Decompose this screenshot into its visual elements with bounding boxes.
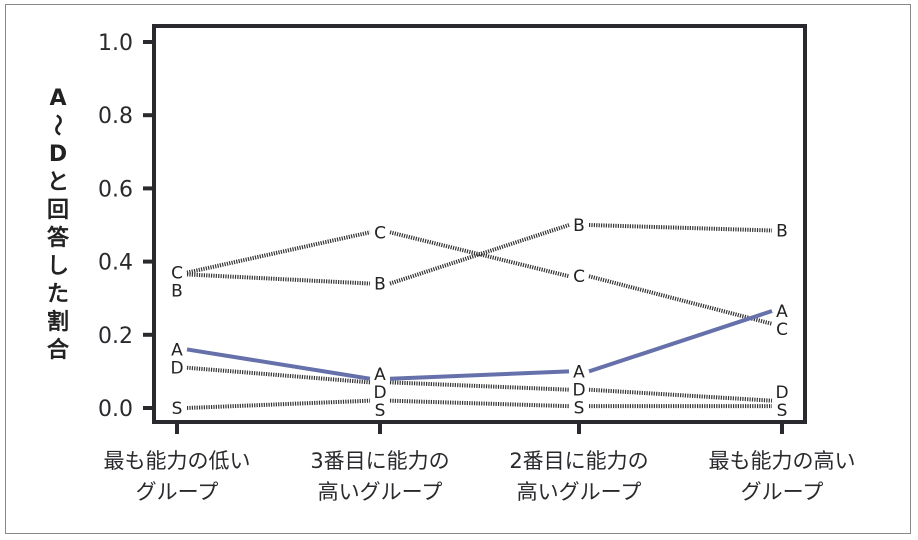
series-B-segment <box>389 223 570 286</box>
series-D-point-label: D <box>373 383 386 403</box>
x-tick-label: グループ <box>741 480 824 504</box>
series-B-point-label: B <box>573 216 585 236</box>
y-axis-label-char: 答 <box>47 225 70 251</box>
series-S-point-label: S <box>375 401 386 421</box>
series-C-point-label: C <box>374 223 386 243</box>
series-S-segment <box>389 398 570 409</box>
series-A-point-label: A <box>573 362 585 382</box>
y-tick-label: 0.4 <box>98 251 133 276</box>
series-C-point-label: C <box>776 320 788 340</box>
series-A-segment <box>186 347 371 381</box>
y-axis-label-char: 回 <box>47 198 69 223</box>
series-D-point-label: D <box>170 359 183 379</box>
y-axis-label-char: と <box>47 170 69 195</box>
figure-frame <box>5 4 911 534</box>
series-B-point-label: B <box>776 221 788 241</box>
series-C-segment <box>588 274 773 326</box>
y-tick-label: 1.0 <box>98 31 133 56</box>
series-D-point-label: D <box>572 381 585 401</box>
x-tick-label: 最も能力の低い <box>104 449 251 473</box>
series-A-point-label: A <box>374 365 386 385</box>
x-tick-label: 最も能力の高い <box>709 449 856 473</box>
series-D-point-label: D <box>775 383 788 403</box>
x-tick-label: 高いグループ <box>517 480 642 504</box>
y-axis-label-char: 割 <box>47 309 69 335</box>
series-B-point-label: B <box>374 275 386 295</box>
y-axis-label-char: た <box>47 282 69 307</box>
y-tick-label: 0.6 <box>98 177 133 202</box>
series-A-point-label: A <box>171 340 183 360</box>
plot-area <box>152 24 807 424</box>
series-B-segment <box>588 223 773 233</box>
y-axis-label-char: D <box>49 142 67 167</box>
y-axis-label-char: A <box>49 86 66 111</box>
y-tick-label: 0.0 <box>98 397 133 422</box>
y-axis-label-char: 〜 <box>44 114 69 136</box>
x-tick-label: 2番目に能力の <box>509 449 648 473</box>
y-tick-label: 0.8 <box>98 104 133 129</box>
x-tick-label: 3番目に能力の <box>310 449 449 473</box>
series-C-point-label: C <box>573 267 585 287</box>
series-C-segment <box>186 230 371 275</box>
x-tick-label: グループ <box>136 480 219 504</box>
series-B-segment <box>186 272 371 286</box>
series-S-point-label: S <box>574 399 585 419</box>
series-S-point-label: S <box>777 401 788 421</box>
series-D-segment <box>186 365 371 385</box>
series-S-segment <box>186 398 371 410</box>
series-C-point-label: C <box>171 264 183 284</box>
series-A-segment <box>588 309 773 374</box>
series-S-point-label: S <box>172 399 183 419</box>
series-A-segment <box>389 369 570 381</box>
series-A-point-label: A <box>776 302 788 322</box>
y-axis-label-char: し <box>47 254 69 279</box>
y-tick-label: 0.2 <box>98 324 133 349</box>
y-axis-label-char: 合 <box>47 337 70 363</box>
series-D-segment <box>588 387 773 403</box>
series-B-point-label: B <box>171 282 183 302</box>
series-D-segment <box>389 380 570 392</box>
x-tick-label: 高いグループ <box>318 480 443 504</box>
